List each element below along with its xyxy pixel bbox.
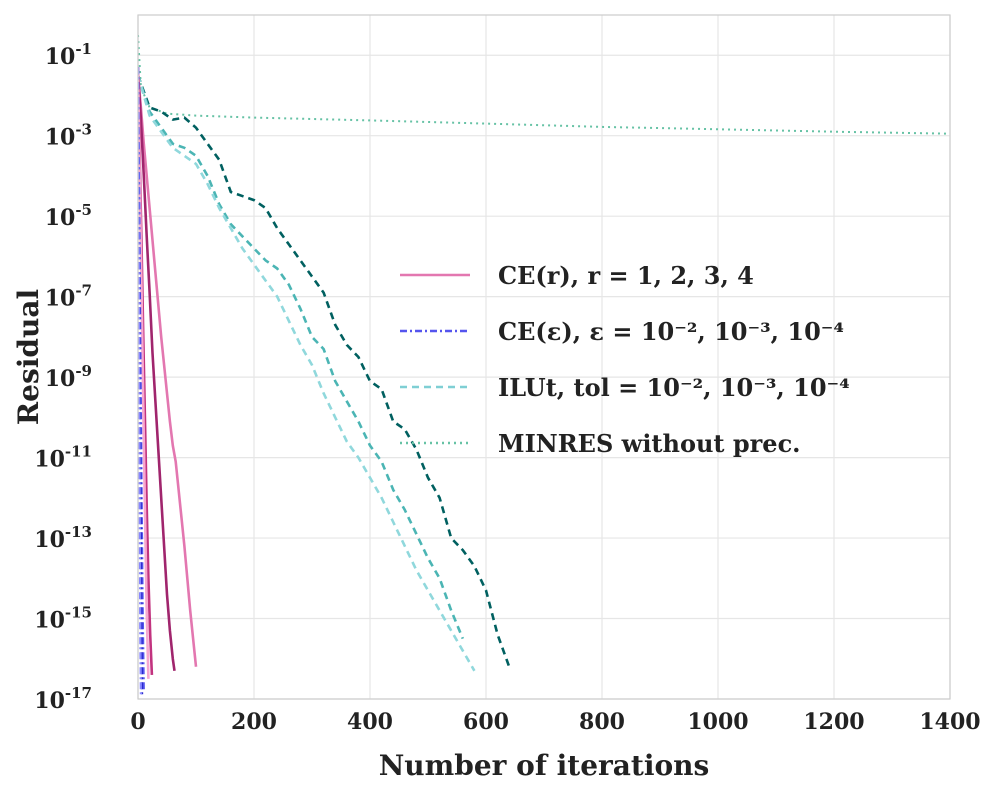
x-tick-label: 0 — [130, 709, 145, 735]
y-axis-ticks: 10-1 10-3 10-5 10-7 10-9 10-11 10-13 10-15 10-17 — [34, 40, 92, 714]
series-line-ilut-tol-1e-2 — [138, 75, 476, 672]
x-tick-label: 1400 — [919, 709, 980, 735]
y-tick-label: 10-3 — [45, 121, 92, 151]
plot-area — [138, 35, 950, 696]
series-line-ce-r-r-2 — [138, 71, 176, 671]
x-tick-label: 1200 — [803, 709, 864, 735]
series-line-ilut-tol-1e-4 — [138, 74, 511, 668]
y-tick-label: 10-9 — [45, 362, 92, 392]
y-tick-label: 10-17 — [34, 684, 92, 714]
y-tick-label: 10-7 — [45, 282, 92, 312]
y-tick-label: 10-5 — [45, 201, 92, 231]
legend-label: CE(ε), ε = 10⁻², 10⁻³, 10⁻⁴ — [498, 317, 844, 346]
plot-frame — [137, 14, 951, 700]
y-tick-label: 10-13 — [34, 523, 92, 553]
y-tick-label: 10-1 — [45, 40, 92, 70]
series-line-minres-without-prec- — [138, 35, 950, 135]
series-line-ilut-tol-1e-3 — [138, 75, 465, 640]
x-tick-label: 200 — [231, 709, 277, 735]
x-tick-label: 400 — [347, 709, 393, 735]
y-tick-label: 10-11 — [34, 443, 92, 473]
x-axis-title: Number of iterations — [379, 749, 710, 782]
series-line-ce-r-r-1 — [138, 75, 198, 667]
legend-label: MINRES without prec. — [498, 429, 801, 458]
x-tick-label: 800 — [579, 709, 625, 735]
legend: CE(r), r = 1, 2, 3, 4 CE(ε), ε = 10⁻², 10… — [400, 261, 850, 458]
x-axis-ticks: 0 200 400 600 800 1000 1200 1400 — [130, 709, 980, 735]
legend-label: CE(r), r = 1, 2, 3, 4 — [498, 261, 754, 290]
x-tick-label: 600 — [463, 709, 509, 735]
y-axis-title: Residual — [12, 289, 45, 425]
grid — [137, 15, 951, 700]
x-tick-label: 1000 — [687, 709, 748, 735]
y-tick-label: 10-15 — [34, 604, 92, 634]
legend-label: ILUt, tol = 10⁻², 10⁻³, 10⁻⁴ — [498, 373, 850, 402]
